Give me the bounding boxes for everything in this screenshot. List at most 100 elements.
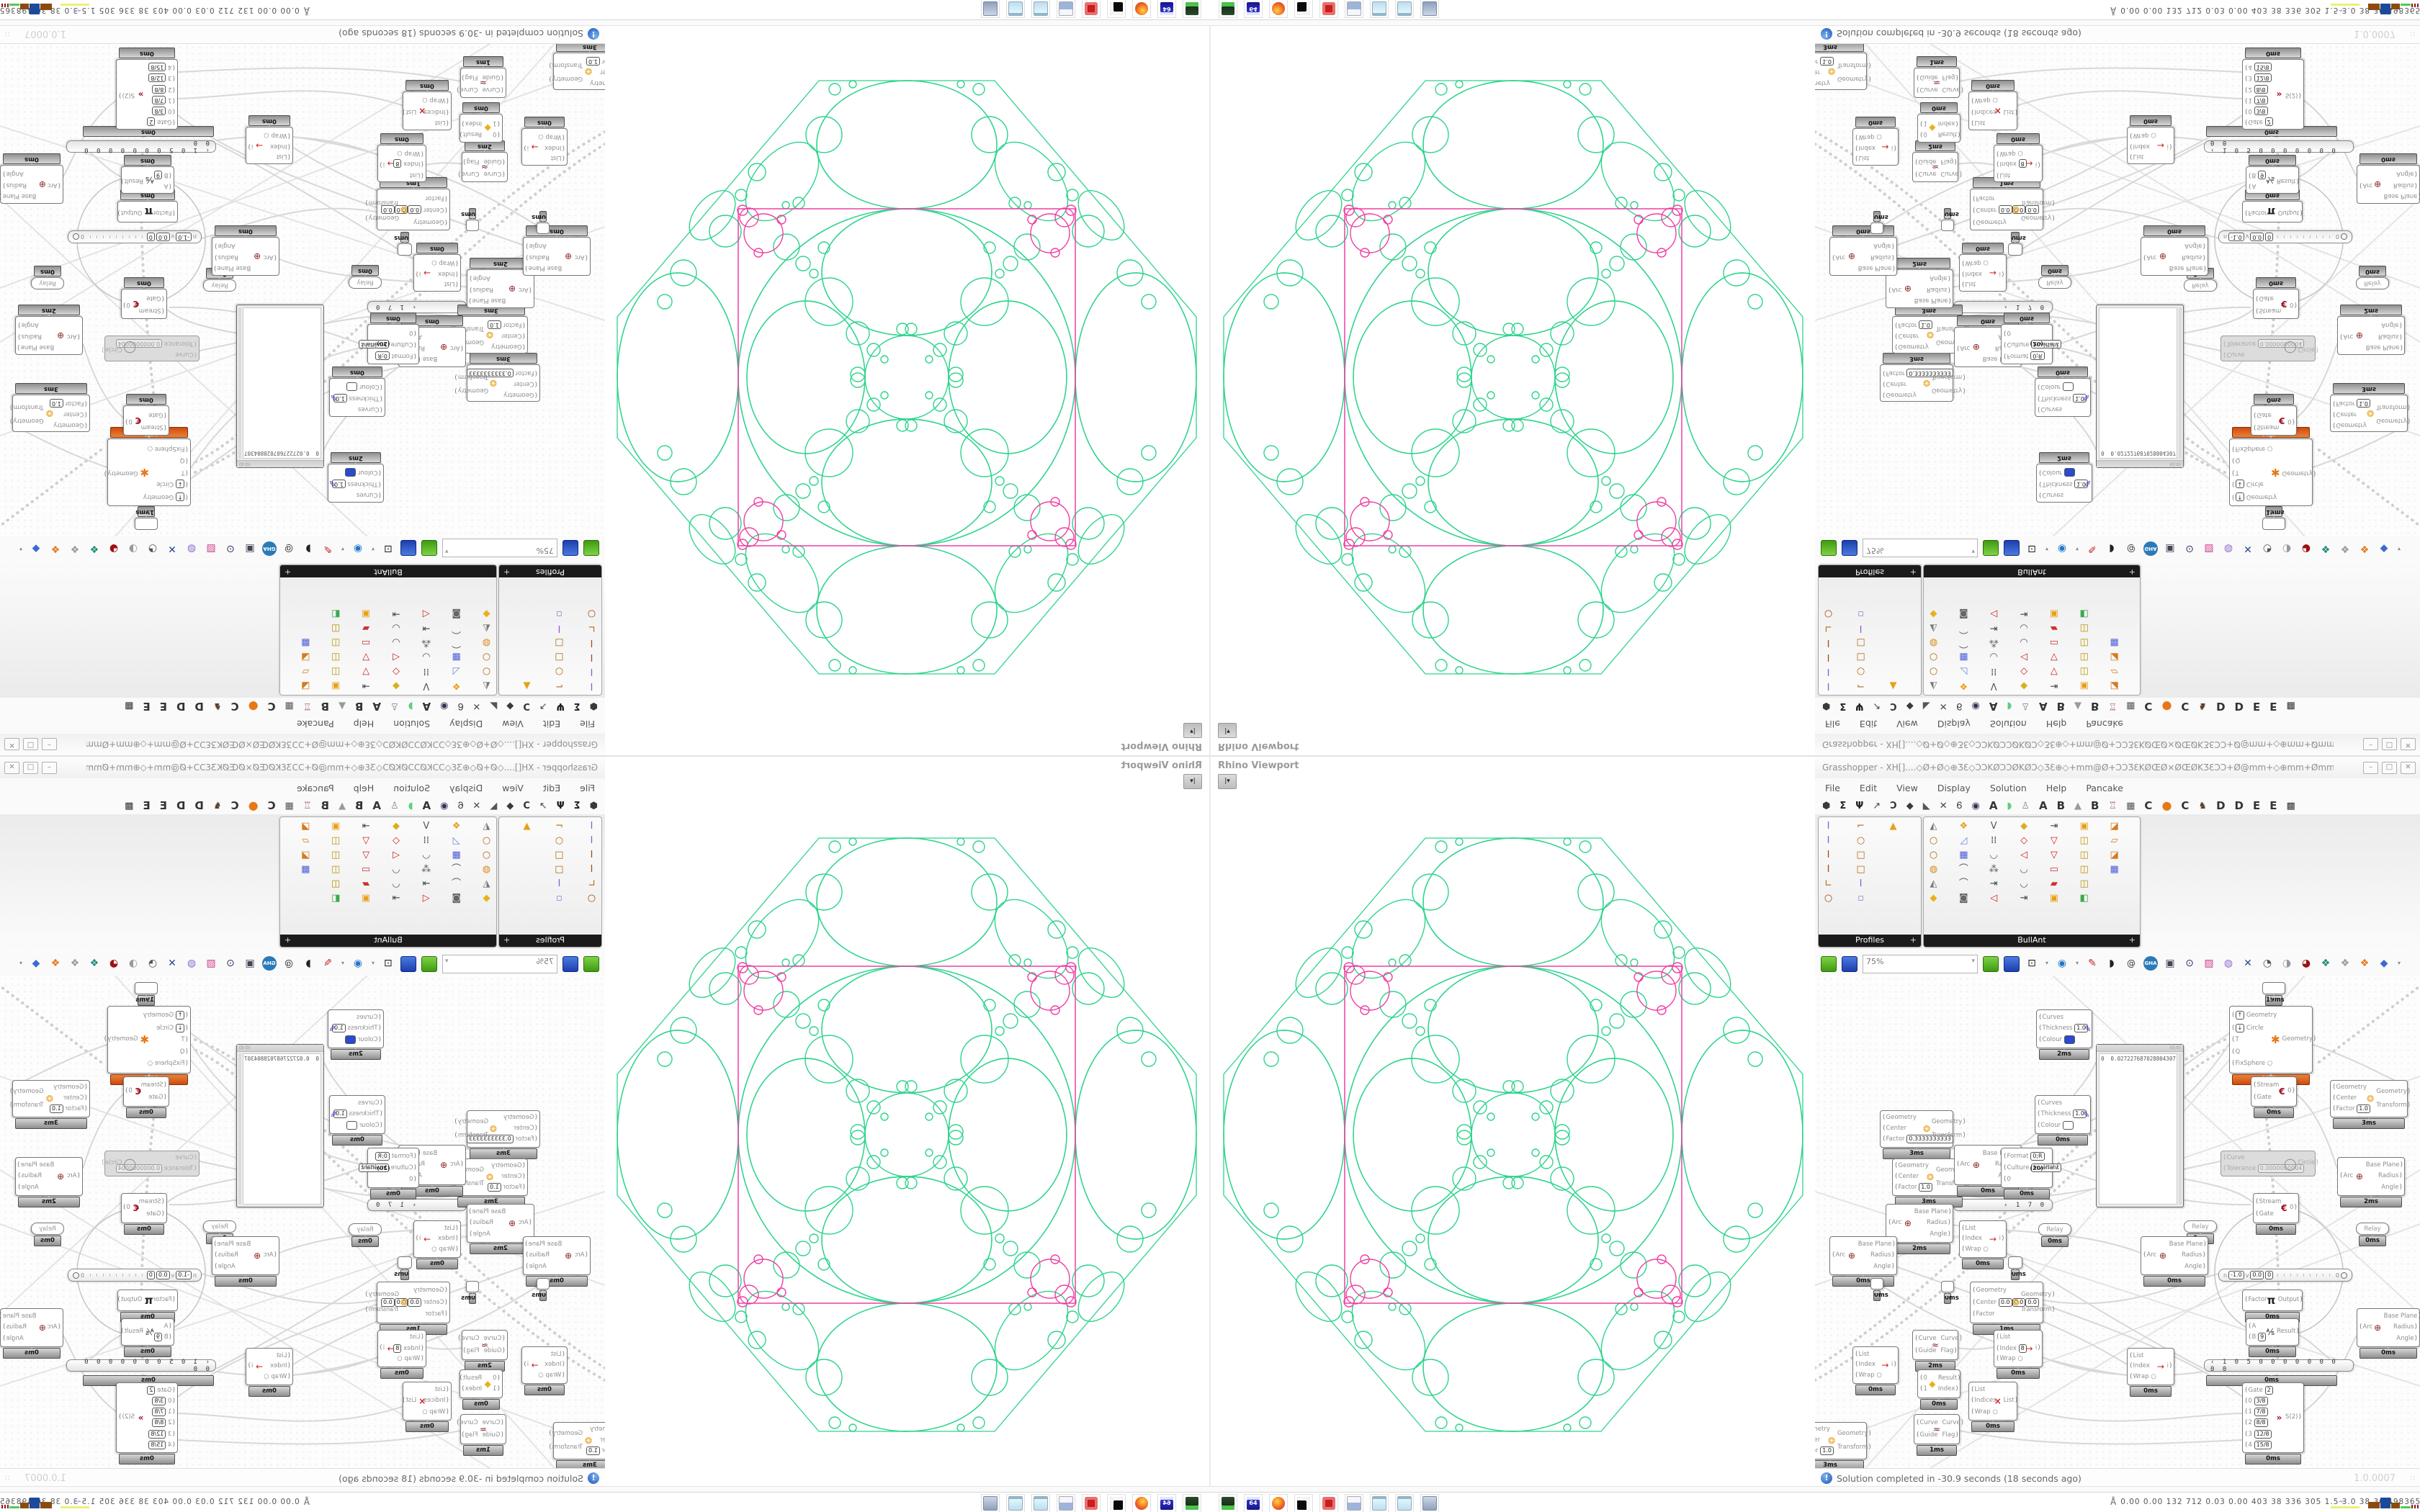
gh-node-cull-index[interactable]: ListIndices Wrap ○ × List 0ms	[1968, 80, 2017, 130]
component-tab[interactable]: ▩	[2286, 701, 2295, 712]
component-tab[interactable]: ↗	[539, 701, 547, 712]
component-tab[interactable]: E	[159, 700, 168, 714]
toolbar-icon[interactable]: ◕	[109, 543, 119, 554]
palette-icon[interactable]: ∟	[588, 878, 596, 889]
toolbar-icon[interactable]: ◑	[128, 958, 138, 969]
gh-md-slider[interactable]: n -1.0 v 0.0 0 0	[68, 1269, 202, 1282]
component-tab[interactable]: ↗	[1873, 800, 1881, 811]
gh-node-division[interactable]: A B 9 ⅍ Result 0ms	[121, 155, 174, 194]
palette-icon[interactable]: ∟	[1824, 623, 1832, 634]
palette-icon[interactable]	[520, 863, 534, 876]
toolbar-icon[interactable]: ⊙	[226, 958, 235, 969]
component-tab[interactable]: E	[143, 798, 151, 812]
component-tab[interactable]: ◉	[1971, 701, 1980, 712]
component-tab[interactable]: ♙	[2021, 800, 2030, 811]
palette-icon[interactable]: □	[1856, 637, 1865, 648]
toolbar-icon[interactable]: ❖	[2340, 543, 2350, 554]
palette-icon[interactable]	[520, 834, 534, 847]
palette-icon[interactable]: ○	[1929, 666, 1938, 677]
gh-node-deconstruct-arc[interactable]: Arc ⊕ Base PlaneRadiusAngle 2ms	[2337, 305, 2405, 355]
toolbar-icon[interactable]	[400, 956, 416, 972]
palette-icon[interactable]: ▱	[302, 666, 310, 677]
component-tab[interactable]: ◣	[1922, 701, 1930, 712]
palette-icon[interactable]: ⇥	[2020, 893, 2028, 904]
gh-node-deconstruct-arc[interactable]: Arc ⊕ Base PlaneRadiusAngle 0ms	[212, 1236, 279, 1287]
palette-icon[interactable]: Ⅰ	[590, 666, 593, 677]
toolbar-icon[interactable]: ▾	[19, 960, 23, 966]
palette-icon[interactable]: ⇥	[362, 821, 370, 832]
palette-icon[interactable]	[520, 891, 534, 905]
toolbar-icon[interactable]: ◕	[109, 958, 119, 969]
menu-item[interactable]: Pancake	[297, 782, 334, 793]
launcher-icon[interactable]	[1395, 1494, 1414, 1512]
palette-icon[interactable]: ◙	[1959, 608, 1968, 619]
palette-icon[interactable]: ⇥	[2050, 821, 2058, 832]
palette-icon[interactable]: ⌐	[555, 680, 563, 691]
launcher-icon[interactable]	[1269, 1494, 1288, 1512]
toolbar-icon[interactable]: ❖	[50, 543, 60, 554]
launcher-icon[interactable]: 64	[1244, 0, 1263, 18]
component-tab[interactable]: ●	[2161, 700, 2172, 714]
component-tab[interactable]: ●	[248, 700, 259, 714]
window-button[interactable]: ✕	[2401, 738, 2416, 750]
palette-icon[interactable]: ⌒	[452, 637, 462, 648]
window-button[interactable]: ✕	[4, 738, 19, 750]
gh-node-jump[interactable]: 0ms	[1941, 208, 1959, 231]
gh-node-heavy-geometry[interactable]: ↑ Geometry ↓ Circle T Q FixSphere ○ ✱ Ge…	[2229, 1006, 2313, 1085]
palette-icon[interactable]: ◫	[2079, 878, 2089, 889]
palette-icon[interactable]: ○	[482, 652, 491, 662]
gh-node-format[interactable]: Format 0;R Culture Invariant 0 (20) Text…	[359, 312, 419, 364]
gh-node-preview-lineweights[interactable]: Curves Thickness 1.0 Colour ✎ 0ms	[2035, 1095, 2091, 1146]
palette-icon[interactable]: ◪	[2110, 850, 2119, 860]
palette-icon[interactable]: ▦	[301, 637, 310, 648]
palette-icon[interactable]: ▣	[361, 893, 371, 904]
palette-icon[interactable]: Ⅰ	[590, 680, 593, 691]
palette-icon[interactable]: ▽	[2050, 666, 2058, 677]
palette-icon[interactable]: □	[555, 652, 564, 662]
palette-icon[interactable]: ⁞⁞	[1991, 666, 1997, 677]
toolbar-icon[interactable]: ✎	[2088, 958, 2097, 969]
palette-icon[interactable]: ◡	[1989, 850, 1998, 860]
palette-icon[interactable]: ⇥	[2050, 680, 2058, 691]
grasshopper-titlebar[interactable]: Grasshopper - XH[]....◇Ø+Ø◇⊕ƷƐ◇ƆƆKØƆƆØKØ…	[0, 733, 605, 755]
toolbar-icon[interactable]	[1983, 956, 1999, 972]
palette-icon[interactable]: ◪	[301, 680, 310, 691]
component-tab[interactable]: A	[2038, 798, 2048, 812]
palette-icon[interactable]: ◍	[1929, 637, 1938, 648]
palette-icon[interactable]	[1886, 877, 1900, 891]
gh-node-list-item[interactable]: List Index 8 Wrap ○ → i 0ms	[1994, 133, 2043, 182]
toolbar-icon[interactable]: ⊙	[2185, 543, 2194, 554]
gh-node-jump[interactable]: 19ms	[135, 982, 158, 1006]
component-tab[interactable]: D	[176, 798, 186, 812]
palette-icon[interactable]: ◡	[2020, 878, 2028, 889]
gh-node-preview-lineweights[interactable]: Curves Thickness 1.0 Colour ✎ 2ms	[328, 1009, 384, 1060]
resize-grip[interactable]: ∷	[2410, 30, 2416, 37]
palette-icon[interactable]	[1886, 650, 1900, 664]
toolbar-icon[interactable]: @	[284, 958, 293, 968]
viewport-collapse-button[interactable]: |▾	[1218, 774, 1237, 789]
palette-icon[interactable]: ◭	[483, 821, 490, 832]
palette-icon[interactable]: ◡	[392, 623, 400, 634]
gh-node-circle-fit-disabled[interactable]: Curve Tolerance 0.0000000004 ◯ Circle	[2220, 1151, 2316, 1176]
toolbar-icon[interactable]: ▾	[19, 546, 23, 552]
toolbar-icon[interactable]: ◗	[2109, 543, 2115, 554]
component-tab[interactable]: ♖	[302, 800, 312, 811]
palette-icon[interactable]: ▲	[523, 680, 531, 691]
palette-icon[interactable]: ◆	[483, 608, 490, 619]
component-tab[interactable]: B	[2091, 700, 2099, 714]
toolbar-icon[interactable]: ⊡	[2027, 543, 2036, 554]
component-tab[interactable]: E	[159, 798, 168, 812]
gh-node-stream-gate[interactable]: StreamGate € 0 0ms	[2251, 1076, 2297, 1118]
launcher-icon[interactable]	[1031, 0, 1050, 18]
open-file-icon[interactable]	[1821, 956, 1837, 972]
toolbar-icon[interactable]	[2004, 956, 2020, 972]
palette-icon[interactable]: ⁂	[1989, 637, 1999, 648]
palette-icon[interactable]: ◪	[2110, 821, 2119, 832]
gh-node-stream-gate[interactable]: StreamGate € 0 0ms	[2253, 277, 2299, 319]
window-button[interactable]: ✕	[4, 762, 19, 774]
menu-item[interactable]: Solution	[1989, 782, 2027, 793]
gh-node-list-item[interactable]: List Index 8 Wrap ○ → i 0ms	[377, 1330, 426, 1379]
palette-icon[interactable]: ⇥	[1989, 878, 1998, 889]
